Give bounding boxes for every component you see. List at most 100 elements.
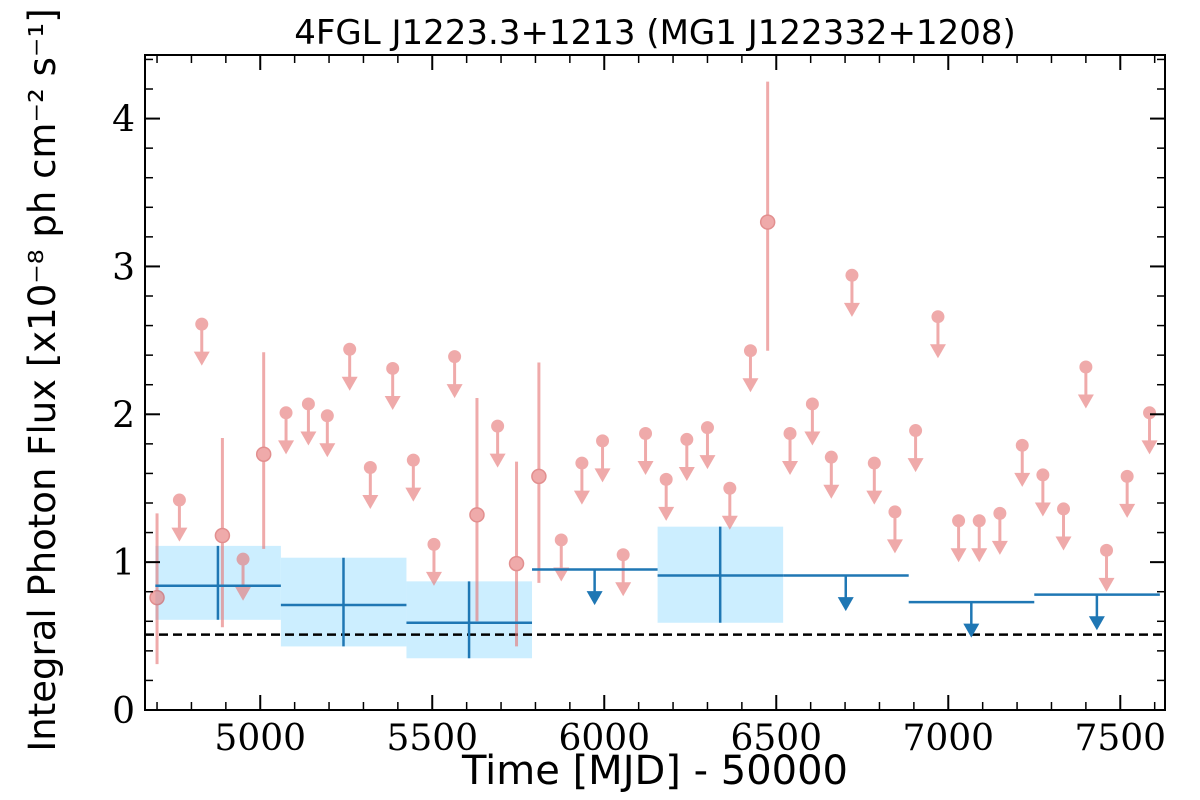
upper-limit-arrowhead [446, 384, 463, 399]
short-bin-detection [508, 461, 525, 647]
upper-limit-marker [320, 409, 334, 423]
upper-limit-arrowhead [362, 495, 379, 510]
upper-limit-marker [952, 514, 966, 528]
x-tick-label: 5000 [214, 718, 306, 759]
upper-limit-marker [343, 342, 357, 356]
x-tick-label: 5500 [386, 718, 478, 759]
x-tick-label: 6000 [558, 718, 650, 759]
long-bin-upper-limit [1034, 593, 1160, 631]
short-bin-upper-limit [804, 397, 821, 446]
upper-limit-marker [743, 344, 757, 358]
x-tick-label: 7500 [1074, 718, 1166, 759]
detection-marker [149, 589, 165, 606]
y-tick-label: 0 [112, 691, 135, 732]
upper-limit-arrowhead [1034, 502, 1051, 517]
short-bin-upper-limit [1034, 468, 1051, 517]
upper-limit-marker [491, 419, 505, 433]
upper-limit-marker [363, 461, 377, 475]
upper-limit-marker [783, 427, 797, 441]
upper-limit-arrowhead [721, 515, 738, 530]
short-bin-upper-limit [341, 342, 358, 391]
upper-limit-marker [386, 361, 400, 375]
short-bin-upper-limit [553, 533, 570, 582]
short-bin-upper-limit [489, 419, 506, 468]
upper-limit-marker [824, 450, 838, 464]
long-bin-detection [657, 526, 784, 623]
upper-limit-arrowhead [341, 376, 358, 391]
upper-limit-arrowhead [278, 440, 295, 455]
upper-limit-marker [236, 552, 250, 566]
short-bin-upper-limit [594, 434, 611, 483]
upper-limit-arrowhead [804, 431, 821, 446]
upper-limit-marker [805, 397, 819, 411]
short-bin-upper-limit [742, 344, 759, 393]
upper-limit-arrowhead [193, 351, 210, 366]
short-bin-upper-limit [1098, 543, 1115, 592]
short-bin-upper-limit [1055, 502, 1072, 551]
upper-limit-marker [279, 406, 293, 420]
short-bin-upper-limit [405, 453, 422, 502]
short-bin-upper-limit [1077, 360, 1094, 409]
detection-marker [469, 507, 485, 523]
short-bin-upper-limit [929, 310, 946, 359]
upper-limit-arrowhead [907, 458, 924, 473]
upper-limit-arrowhead [1014, 472, 1031, 487]
upper-limit-marker [867, 456, 881, 470]
detection-marker [508, 555, 525, 572]
short-bin-upper-limit [573, 456, 590, 505]
short-bin-upper-limit [300, 397, 317, 446]
upper-limit-arrowhead [678, 466, 695, 481]
short-bin-detection [759, 81, 776, 351]
upper-limit-marker [680, 432, 694, 446]
upper-limit-arrowhead [742, 378, 759, 393]
short-bin-upper-limit [637, 427, 654, 476]
upper-limit-marker [993, 506, 1007, 520]
upper-limit-marker [427, 537, 441, 551]
upper-limit-marker [596, 434, 610, 448]
short-bin-upper-limit [425, 537, 442, 586]
upper-limit-marker [845, 268, 859, 282]
short-bin-upper-limit [907, 424, 924, 473]
upper-limit-arrowhead [699, 455, 716, 470]
short-bin-upper-limit [950, 514, 967, 563]
upper-limit-arrowhead [319, 443, 336, 458]
short-bin-detection [214, 437, 231, 628]
detection-marker [759, 214, 776, 230]
upper-limit-marker [1079, 360, 1093, 374]
short-bin-upper-limit [362, 461, 379, 510]
short-bin-upper-limit [866, 456, 883, 505]
upper-limit-marker [909, 424, 923, 438]
short-bin-upper-limit [1014, 438, 1031, 487]
short-bin-upper-limit [319, 409, 336, 458]
x-tick-label: 7000 [902, 718, 994, 759]
detection-marker [531, 468, 547, 485]
x-tick-label: 6500 [730, 718, 822, 759]
upper-limit-marker [659, 472, 673, 486]
short-bin-upper-limit [699, 421, 716, 470]
upper-limit-marker [1036, 468, 1050, 482]
chart-title: 4FGL J1223.3+1213 (MG1 J122332+1208) [294, 13, 1016, 53]
upper-limit-arrowhead [963, 623, 980, 638]
short-bin-upper-limit [971, 514, 988, 563]
upper-limit-arrowhead [658, 506, 675, 521]
detection-marker [214, 527, 231, 544]
upper-limit-arrowhead [586, 591, 603, 606]
short-bin-upper-limit [615, 548, 632, 597]
upper-limit-arrowhead [1088, 616, 1105, 631]
short-bin-upper-limit [278, 406, 295, 455]
plot-frame [144, 54, 1166, 711]
upper-limit-marker [575, 456, 589, 470]
upper-limit-marker [931, 310, 945, 324]
upper-limit-arrowhead [1141, 440, 1158, 455]
upper-limit-marker [700, 421, 714, 435]
upper-limit-arrowhead [235, 586, 252, 601]
upper-limit-arrowhead [171, 527, 188, 542]
upper-limit-marker [1100, 543, 1114, 557]
x-axis-label: Time [MJD] - 50000 [461, 748, 848, 794]
upper-limit-marker [616, 548, 630, 562]
upper-limit-marker [301, 397, 315, 411]
long-bin-detection [155, 545, 281, 620]
plot-layer: 5000 5500 6000 6500 7000 7500 0 1 2 3 4 [112, 54, 1166, 759]
short-bin-upper-limit [446, 350, 463, 399]
short-bin-detection [469, 398, 485, 622]
